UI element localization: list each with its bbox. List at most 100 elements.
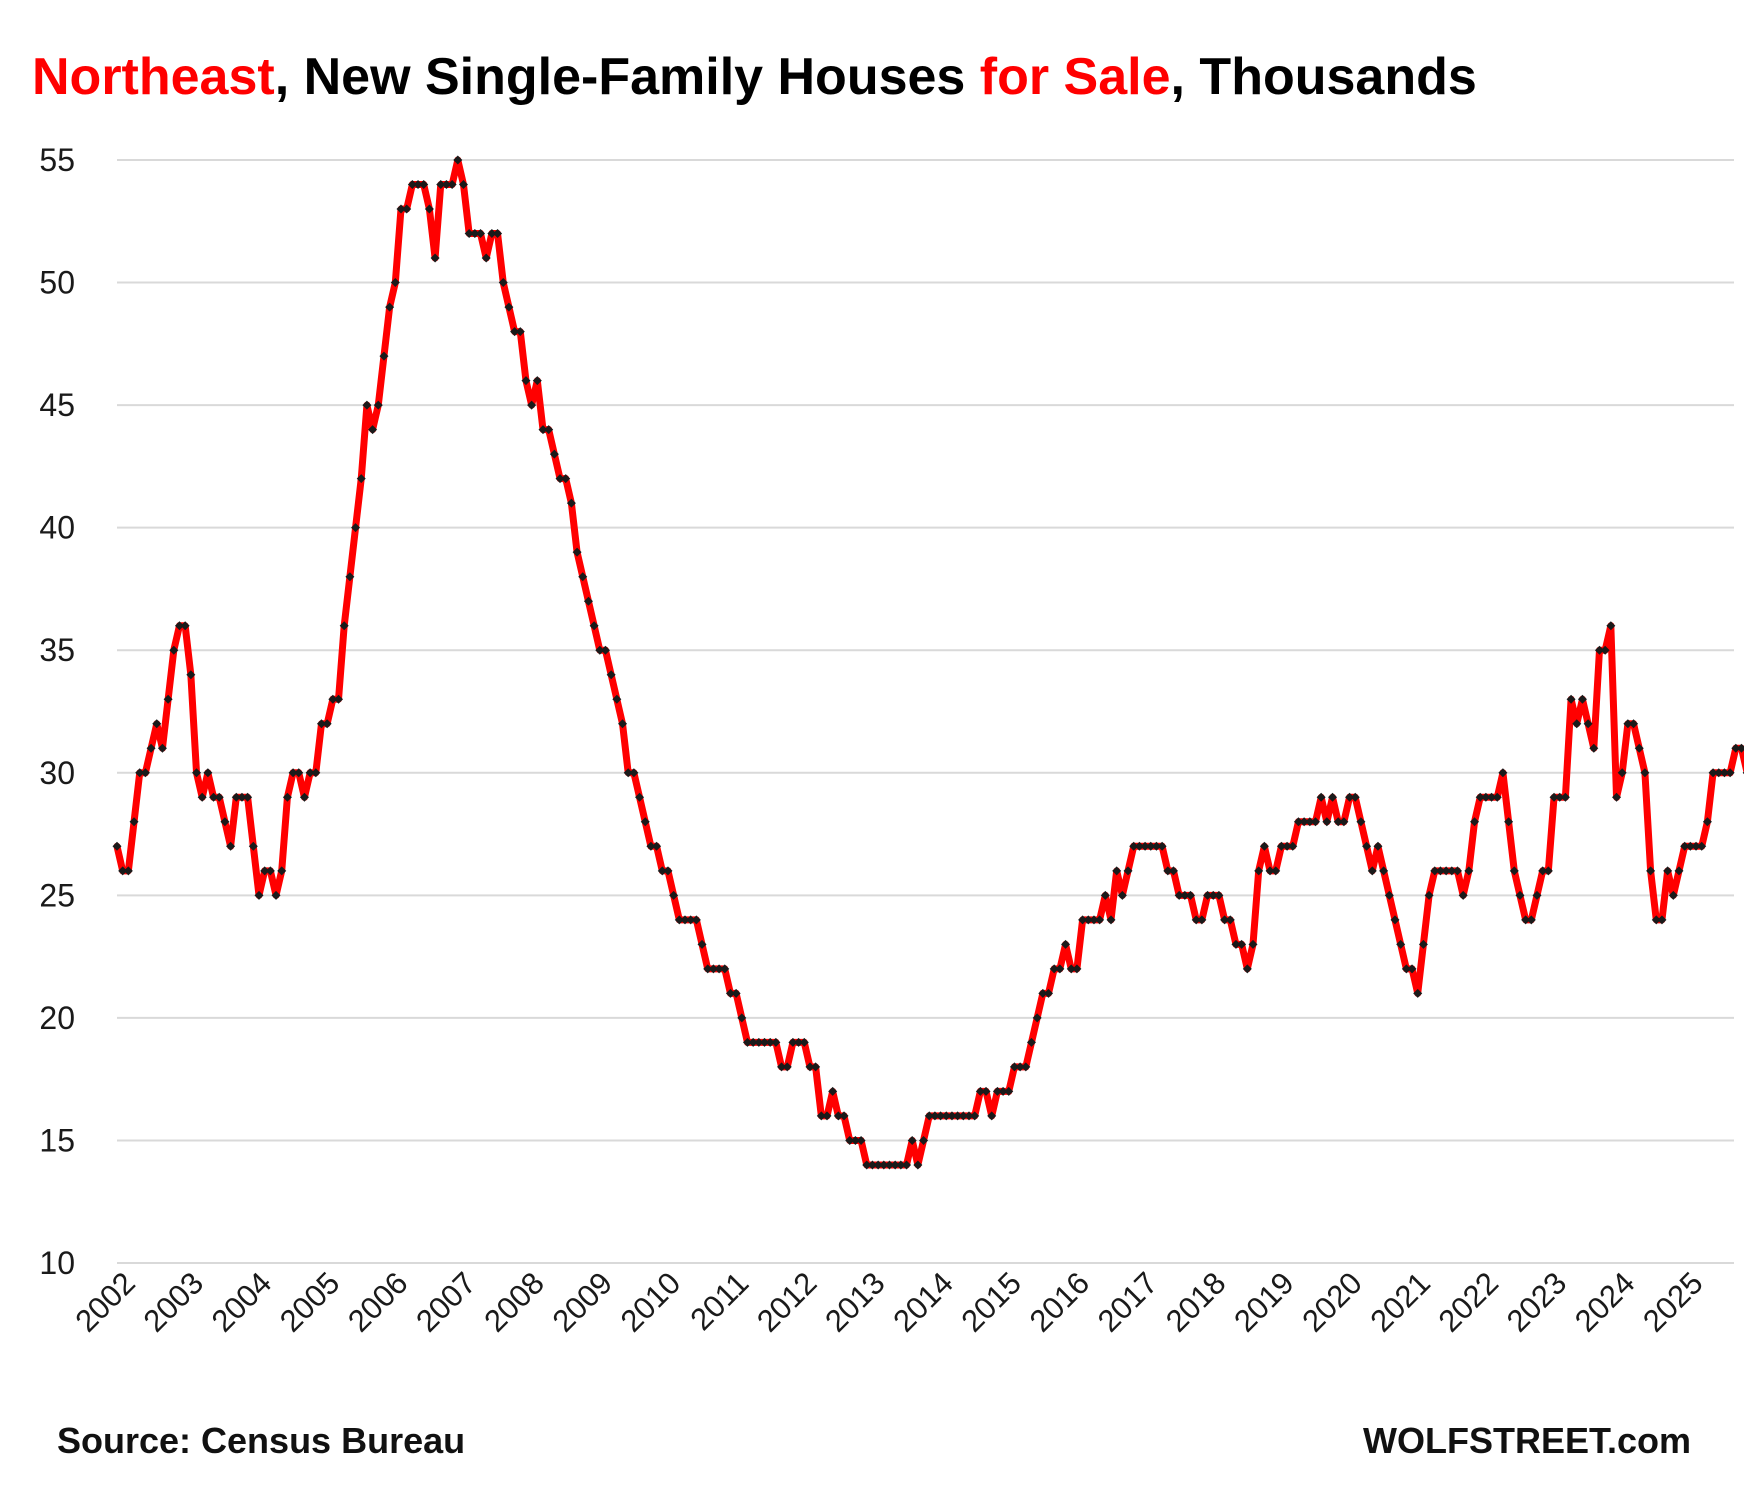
data-point bbox=[1702, 817, 1712, 827]
data-point bbox=[1026, 1037, 1036, 1047]
data-point bbox=[385, 302, 395, 312]
data-point bbox=[919, 1135, 929, 1145]
data-point bbox=[1095, 915, 1105, 925]
data-point bbox=[197, 792, 207, 802]
data-point bbox=[981, 1086, 991, 1096]
data-point bbox=[674, 915, 684, 925]
data-point bbox=[152, 719, 162, 729]
data-point bbox=[1186, 890, 1196, 900]
data-point bbox=[112, 841, 122, 851]
data-point bbox=[947, 1111, 957, 1121]
data-point bbox=[1390, 915, 1400, 925]
data-point bbox=[1731, 743, 1741, 753]
data-point bbox=[1566, 694, 1576, 704]
data-point bbox=[1509, 866, 1519, 876]
data-point bbox=[777, 1062, 787, 1072]
data-point bbox=[157, 743, 167, 753]
data-point bbox=[1555, 792, 1565, 802]
data-point bbox=[532, 376, 542, 386]
data-point bbox=[1407, 964, 1417, 974]
data-point bbox=[1004, 1086, 1014, 1096]
data-point bbox=[1487, 792, 1497, 802]
data-point bbox=[458, 180, 468, 190]
data-point bbox=[953, 1111, 963, 1121]
data-point bbox=[1112, 866, 1122, 876]
data-point bbox=[1083, 915, 1093, 925]
data-point bbox=[1646, 866, 1656, 876]
data-point bbox=[1674, 866, 1684, 876]
data-point bbox=[1203, 890, 1213, 900]
data-point bbox=[1322, 817, 1332, 827]
data-point bbox=[123, 866, 133, 876]
y-tick-label: 15 bbox=[39, 1122, 75, 1158]
data-point bbox=[1714, 768, 1724, 778]
data-point bbox=[856, 1135, 866, 1145]
data-point bbox=[322, 719, 332, 729]
data-point bbox=[816, 1111, 826, 1121]
data-point bbox=[1129, 841, 1139, 851]
data-point bbox=[833, 1111, 843, 1121]
data-point bbox=[356, 474, 366, 484]
data-point bbox=[1032, 1013, 1042, 1023]
data-point bbox=[606, 670, 616, 680]
data-point bbox=[453, 155, 463, 165]
data-point bbox=[958, 1111, 968, 1121]
data-point bbox=[1481, 792, 1491, 802]
data-point bbox=[1299, 817, 1309, 827]
data-point bbox=[1123, 866, 1133, 876]
data-point bbox=[669, 890, 679, 900]
data-point bbox=[589, 621, 599, 631]
data-point bbox=[680, 915, 690, 925]
data-point bbox=[1401, 964, 1411, 974]
data-point bbox=[203, 768, 213, 778]
data-point bbox=[936, 1111, 946, 1121]
chart-title: Northeast, New Single-Family Houses for … bbox=[32, 48, 1477, 106]
data-point bbox=[555, 474, 565, 484]
title-segment: for Sale bbox=[980, 48, 1171, 106]
data-point bbox=[1345, 792, 1355, 802]
data-point bbox=[265, 866, 275, 876]
data-point bbox=[1146, 841, 1156, 851]
data-point bbox=[430, 253, 440, 263]
data-point bbox=[339, 621, 349, 631]
data-point bbox=[805, 1062, 815, 1072]
data-point bbox=[686, 915, 696, 925]
data-point bbox=[220, 817, 230, 827]
data-point bbox=[260, 866, 270, 876]
data-point bbox=[754, 1037, 764, 1047]
data-point bbox=[192, 768, 202, 778]
data-point bbox=[1606, 621, 1616, 631]
data-point bbox=[407, 180, 417, 190]
data-point bbox=[1498, 768, 1508, 778]
data-point bbox=[941, 1111, 951, 1121]
data-point bbox=[1663, 866, 1673, 876]
data-point bbox=[368, 425, 378, 435]
data-point bbox=[964, 1111, 974, 1121]
data-point bbox=[1220, 915, 1230, 925]
data-point bbox=[697, 939, 707, 949]
data-point bbox=[1157, 841, 1167, 851]
data-point bbox=[930, 1111, 940, 1121]
data-point bbox=[129, 817, 139, 827]
data-point bbox=[402, 204, 412, 214]
data-point bbox=[1396, 939, 1406, 949]
data-point bbox=[765, 1037, 775, 1047]
data-point bbox=[1089, 915, 1099, 925]
data-point bbox=[924, 1111, 934, 1121]
data-point bbox=[334, 694, 344, 704]
data-point bbox=[884, 1160, 894, 1170]
data-point bbox=[1441, 866, 1451, 876]
data-point bbox=[907, 1135, 917, 1145]
data-point bbox=[987, 1111, 997, 1121]
data-point bbox=[169, 645, 179, 655]
data-point bbox=[362, 400, 372, 410]
data-point bbox=[351, 523, 361, 533]
data-point bbox=[174, 621, 184, 631]
y-tick-label: 10 bbox=[39, 1245, 75, 1281]
x-tick-label: 2022 bbox=[1432, 1265, 1506, 1339]
title-segment: Northeast bbox=[32, 48, 275, 106]
data-point bbox=[862, 1160, 872, 1170]
data-point bbox=[663, 866, 673, 876]
data-point bbox=[493, 229, 503, 239]
y-tick-label: 25 bbox=[39, 877, 75, 913]
